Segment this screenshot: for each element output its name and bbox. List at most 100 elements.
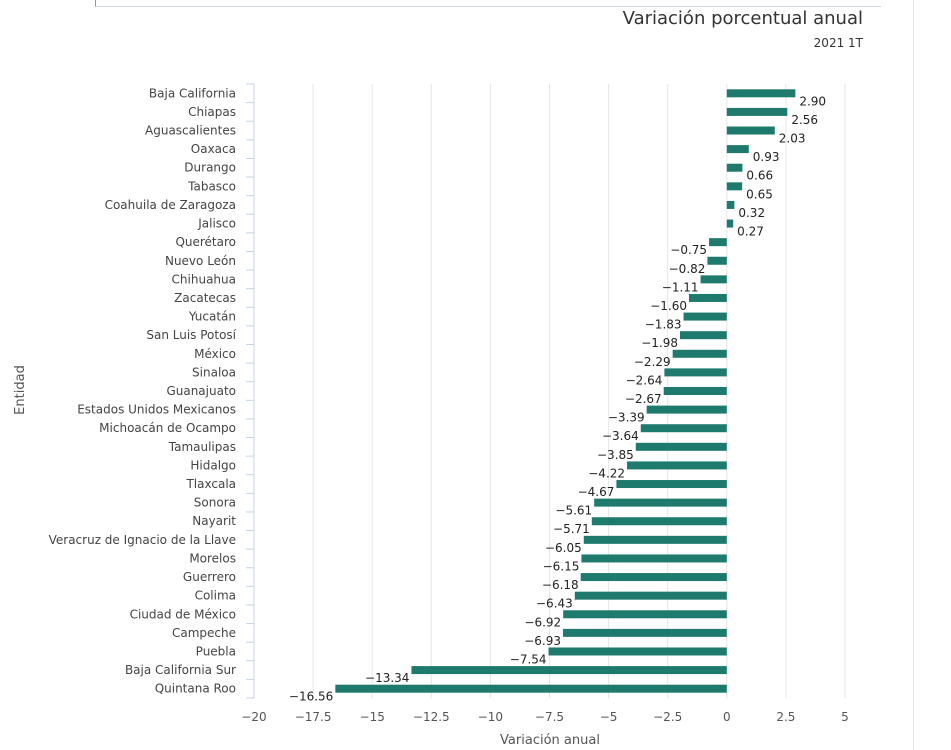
x-tick-label: −20 (241, 710, 266, 724)
bar (411, 666, 727, 675)
category-label: Yucatán (188, 310, 236, 324)
bar (726, 200, 735, 209)
category-label: San Luis Potosí (146, 328, 236, 342)
data-label: 0.27 (737, 225, 764, 239)
category-label: Zacatecas (174, 291, 236, 305)
category-label: Baja California (149, 86, 236, 100)
data-label: −3.85 (597, 448, 634, 462)
x-tick-label: −10 (478, 710, 503, 724)
data-label: −4.22 (588, 466, 625, 480)
bar (562, 628, 727, 637)
bar (726, 219, 734, 228)
category-label: Veracruz de Ignacio de la Llave (49, 533, 236, 547)
bar (646, 405, 727, 414)
category-label: Colima (195, 589, 236, 603)
category-label: Nuevo León (165, 254, 236, 268)
bar (563, 610, 727, 619)
x-tick-label: 5 (841, 710, 849, 724)
category-label: Jalisco (197, 217, 236, 231)
data-label: 0.32 (738, 206, 765, 220)
category-label: Sinaloa (192, 365, 236, 379)
data-label: −6.05 (545, 541, 582, 555)
bar (580, 573, 727, 582)
category-label: Tamaulipas (168, 440, 236, 454)
category-label: Chihuahua (172, 272, 236, 286)
category-label: Nayarit (192, 514, 236, 528)
data-label: −13.34 (365, 671, 409, 685)
category-label: Puebla (196, 644, 236, 658)
bar (664, 368, 727, 377)
data-label: −6.93 (524, 634, 561, 648)
category-label: Tabasco (187, 179, 236, 193)
bar (726, 126, 775, 135)
bar (591, 517, 727, 526)
data-labels: 2.90 2.56 2.03 0.93 0.66 0.65 0.32 0.27 −0.75 −0.… (289, 94, 826, 703)
data-label: 0.93 (753, 150, 780, 164)
data-label: −6.15 (543, 559, 580, 573)
data-label: −0.82 (669, 262, 706, 276)
category-label: Morelos (189, 551, 236, 565)
category-label: Tlaxcala (185, 477, 236, 491)
bar (709, 238, 727, 247)
bar (616, 480, 727, 489)
x-tick-label: 0 (723, 710, 731, 724)
data-label: −5.71 (553, 522, 590, 536)
category-label: México (194, 347, 236, 361)
x-tick-labels: −20 −17.5 −15 −12.5 −10 −7.5 −5 −2.5 0 2.5 5 (241, 710, 848, 724)
category-label: Oaxaca (191, 142, 236, 156)
data-label: −16.56 (289, 690, 333, 704)
x-tick-label: −2.5 (653, 710, 682, 724)
x-tick-label: −5 (600, 710, 618, 724)
category-label: Coahuila de Zaragoza (105, 198, 236, 212)
category-label: Durango (184, 161, 236, 175)
category-label: Quintana Roo (155, 682, 236, 696)
bar (627, 461, 727, 470)
category-labels: Baja California Chiapas Aguascalientes Oaxa… (49, 86, 237, 695)
x-tick-label: −7.5 (535, 710, 564, 724)
data-label: −1.83 (645, 318, 682, 332)
bar (548, 647, 727, 656)
data-label: −6.92 (524, 615, 561, 629)
data-label: −0.75 (670, 243, 707, 257)
category-label: Guerrero (183, 570, 236, 584)
category-label: Guanajuato (166, 384, 236, 398)
data-label: −1.98 (641, 336, 678, 350)
bar (583, 535, 727, 544)
data-label: 2.03 (779, 132, 806, 146)
bar (581, 554, 727, 563)
category-label: Campeche (172, 626, 236, 640)
bar (726, 145, 749, 154)
data-label: −3.64 (602, 429, 639, 443)
bar (635, 442, 727, 451)
bar (683, 312, 727, 321)
data-label: −2.64 (626, 373, 663, 387)
bar (574, 591, 727, 600)
bar (726, 182, 743, 191)
data-label: −7.54 (510, 652, 547, 666)
category-label: Baja California Sur (125, 663, 236, 677)
data-label: −6.18 (542, 578, 579, 592)
x-tick-label: −15 (360, 710, 385, 724)
category-label: Ciudad de México (130, 607, 236, 621)
data-label: 2.90 (799, 94, 826, 108)
data-label: 0.66 (746, 169, 773, 183)
bar (700, 275, 727, 284)
data-label: 2.56 (791, 113, 818, 127)
category-label: Michoacán de Ocampo (99, 421, 236, 435)
data-label: −1.60 (650, 299, 687, 313)
bar (688, 293, 727, 302)
x-tick-label: −17.5 (295, 710, 332, 724)
data-label: −3.39 (608, 411, 645, 425)
category-label: Hidalgo (190, 458, 236, 472)
data-label: −2.67 (625, 392, 662, 406)
bar (726, 163, 743, 172)
data-label: −4.67 (578, 485, 615, 499)
data-label: 0.65 (746, 187, 773, 201)
data-label: −5.61 (555, 504, 592, 518)
top-frame-line (95, 0, 881, 7)
x-axis-title: Variación anual (500, 733, 600, 748)
x-tick-label: 2.5 (776, 710, 795, 724)
category-label: Aguascalientes (145, 124, 236, 138)
